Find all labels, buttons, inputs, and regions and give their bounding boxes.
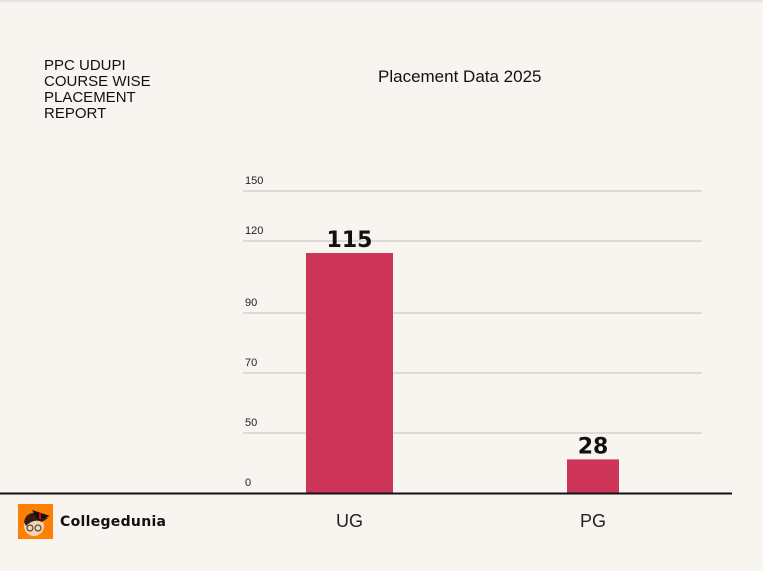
report-title: PPC UDUPI COURSE WISE PLACEMENT REPORT xyxy=(44,57,151,122)
data-label: 115 xyxy=(327,228,373,253)
data-label: 28 xyxy=(578,434,609,459)
x-tick-label: UG xyxy=(336,511,363,531)
bar-pg xyxy=(567,459,619,493)
y-tick-label: 90 xyxy=(245,297,257,309)
x-tick-label: PG xyxy=(580,511,606,531)
collegedunia-logo-icon xyxy=(18,504,53,539)
top-border xyxy=(0,0,763,2)
y-tick-label: 120 xyxy=(245,225,263,237)
brand-name: Collegedunia xyxy=(60,514,167,530)
bar-ug xyxy=(306,253,393,493)
y-tick-label: 70 xyxy=(245,357,257,369)
chart-title: Placement Data 2025 xyxy=(378,67,542,86)
y-tick-label: 0 xyxy=(245,477,251,489)
y-tick-label: 150 xyxy=(245,175,263,187)
y-tick-label: 50 xyxy=(245,417,257,429)
